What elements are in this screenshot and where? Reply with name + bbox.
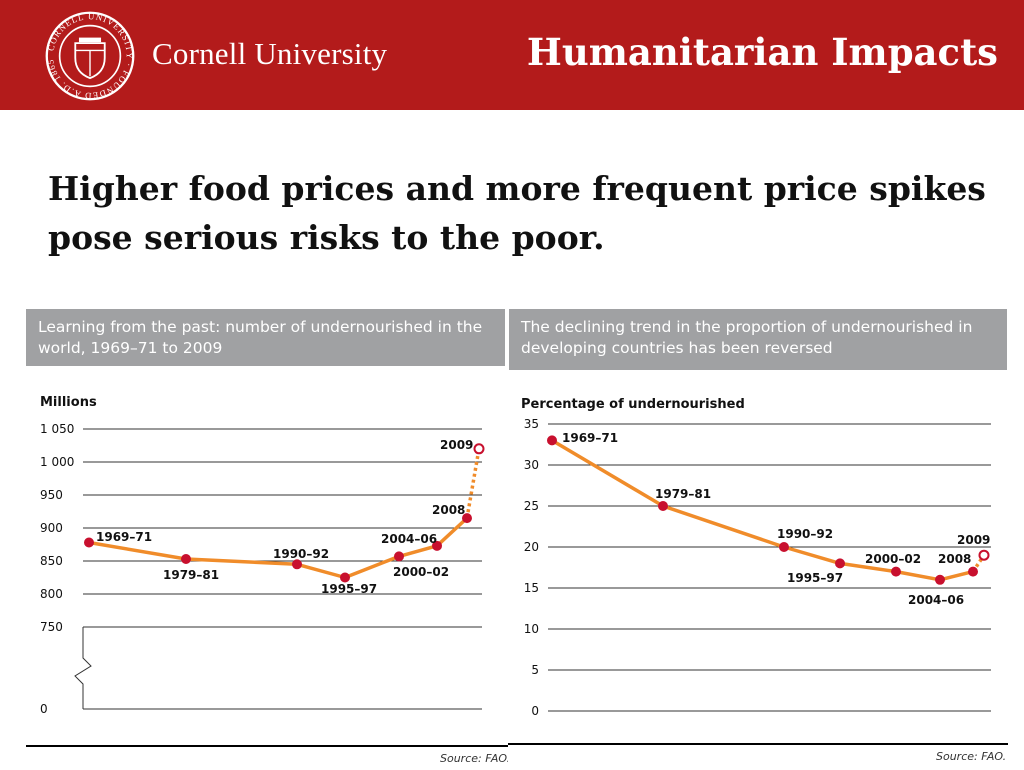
chart-2-data-label: 1969–71 [562, 431, 618, 445]
chart-2-data-point [891, 566, 901, 577]
chart-2-y-tick-label: 0 [531, 704, 539, 718]
chart-1-y-tick-label: 1 000 [40, 455, 74, 469]
chart-2-data-point [968, 566, 978, 577]
chart-1-data-label: 2009 [440, 438, 473, 452]
undernourished-percentage-chart: Percentage of undernourished 35 30 25 20 15 10… [508, 397, 1008, 763]
chart-1-y-tick-label: 800 [40, 587, 63, 601]
chart-1-data-point [340, 572, 350, 583]
chart-1-data-label: 1979–81 [163, 568, 219, 582]
chart-2-data-label: 2000–02 [865, 552, 921, 566]
chart-2-title: The declining trend in the proportion of… [509, 309, 1007, 370]
chart-2-data-label: 1995–97 [787, 571, 843, 585]
university-name: Cornell University [152, 36, 388, 71]
chart-2-data-label: 1979–81 [655, 487, 711, 501]
chart-1-data-label: 2008 [432, 503, 465, 517]
chart-1-y-tick-label: 0 [40, 702, 48, 716]
slide-title: Humanitarian Impacts [526, 30, 998, 74]
chart-2-data-point [658, 501, 668, 511]
chart-1-data-label: 1995–97 [321, 582, 377, 596]
chart-1-data-point [432, 540, 442, 551]
chart-1-data-label: 2004–06 [381, 532, 437, 546]
chart-2-data-label: 2008 [938, 552, 971, 566]
chart-1-data-point [394, 551, 404, 562]
chart-1-y-tick-label: 850 [40, 554, 63, 568]
chart-1-y-tick-label: 750 [40, 620, 63, 634]
chart-1-data-point [84, 537, 94, 548]
chart-2-source: Source: FAO. [936, 750, 1006, 763]
chart-2-data-label: 1990–92 [777, 527, 833, 541]
chart-1-data-point [292, 559, 302, 570]
chart-1-title: Learning from the past: number of undern… [26, 309, 505, 366]
chart-1-data-label: 2000–02 [393, 565, 449, 579]
chart-2-data-point [935, 574, 945, 585]
chart-2-y-tick-label: 10 [524, 622, 539, 636]
chart-1-data-point [473, 443, 485, 455]
chart-1-data-point [462, 513, 472, 524]
chart-2-data-label: 2004–06 [908, 593, 964, 607]
chart-1-source: Source: FAO. [440, 752, 508, 765]
chart-2-data-point [779, 542, 789, 552]
chart-1-y-tick-label: 950 [40, 488, 63, 502]
chart-1-y-axis-label: Millions [40, 395, 97, 410]
chart-2-y-tick-label: 15 [524, 581, 539, 595]
chart-1-y-tick-label: 1 050 [40, 422, 74, 436]
chart-2-data-point [978, 549, 990, 561]
undernourished-millions-chart: Millions 1 050 1 000 950 900 850 800 750 0 1969–7… [26, 395, 508, 765]
chart-2-y-tick-label: 20 [524, 540, 539, 554]
chart-2-y-tick-label: 35 [524, 417, 539, 431]
headline: Higher food prices and more frequent pri… [48, 169, 986, 257]
chart-2-y-axis-label: Percentage of undernourished [521, 397, 745, 412]
chart-2-y-tick-label: 25 [524, 499, 539, 513]
chart-1-projection-line [465, 448, 481, 519]
chart-2-data-point [835, 558, 845, 569]
chart-2-data-label: 2009 [957, 533, 990, 547]
chart-1-data-label: 1990–92 [273, 547, 329, 561]
chart-1-data-point [181, 554, 191, 565]
chart-2-y-tick-label: 5 [531, 663, 539, 677]
slide-header: CORNELL UNIVERSITY · FOUNDED A.D. 1865 C… [0, 0, 1024, 110]
chart-1-data-label: 1969–71 [96, 530, 152, 544]
chart-2-data-point [547, 435, 557, 446]
chart-2-y-tick-label: 30 [524, 458, 539, 472]
chart-1-axis-break [74, 627, 92, 709]
chart-1-y-tick-label: 900 [40, 521, 63, 535]
cornell-seal-logo: CORNELL UNIVERSITY · FOUNDED A.D. 1865 [45, 11, 135, 101]
